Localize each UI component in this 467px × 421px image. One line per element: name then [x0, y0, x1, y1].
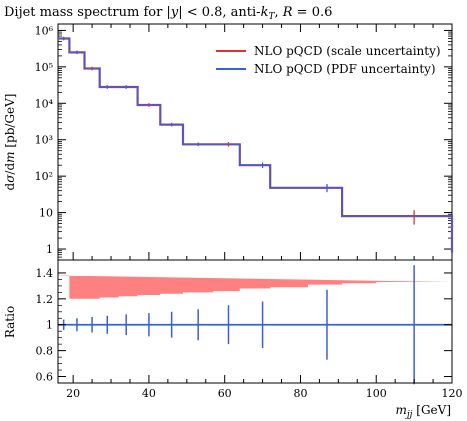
main-histogram — [58, 36, 454, 253]
y-tick-label: 10⁴ — [35, 97, 54, 110]
x-axis-label: mjj [GeV] — [395, 403, 451, 420]
ratio-y-axis-label: Ratio — [3, 306, 17, 338]
ratio-y-tick-label: 0.6 — [36, 371, 54, 384]
x-tick-label: 120 — [442, 387, 463, 400]
x-tick-label: 60 — [218, 387, 232, 400]
ratio-y-tick-label: 1 — [46, 319, 53, 332]
x-tick-label: 80 — [293, 387, 307, 400]
ratio-y-tick-label: 1.4 — [36, 267, 54, 280]
ratio-uncertainty-band — [58, 275, 452, 326]
y-tick-label: 10² — [35, 170, 53, 183]
ratio-panel-frame — [57, 259, 453, 384]
y-tick-label: 10⁶ — [35, 24, 54, 37]
ratio-points — [62, 265, 415, 385]
series-line-1 — [58, 37, 453, 253]
main-axis-ticks: 1 10 10² 10³ 10⁴ 10⁵ 10⁶ — [35, 24, 453, 261]
ratio-y-tick-label: 0.8 — [36, 345, 54, 358]
y-tick-label: 10⁵ — [35, 61, 53, 74]
x-tick-label: 40 — [142, 387, 156, 400]
y-tick-label: 1 — [46, 243, 53, 256]
chart-title: Dijet mass spectrum for |y| < 0.8, anti-… — [4, 5, 332, 22]
x-tick-label: 20 — [66, 387, 80, 400]
y-tick-label: 10 — [39, 207, 53, 220]
legend-label-scale: NLO pQCD (scale uncertainty) — [254, 44, 441, 58]
legend: NLO pQCD (scale uncertainty) NLO pQCD (P… — [216, 44, 441, 76]
main-panel-frame — [57, 23, 453, 261]
ratio-band-area — [58, 275, 452, 299]
legend-label-pdf: NLO pQCD (PDF uncertainty) — [254, 62, 436, 76]
x-tick-label: 100 — [366, 387, 387, 400]
main-y-axis-label: dσ/dm [pb/GeV] — [3, 94, 17, 191]
ratio-y-tick-label: 1.2 — [36, 293, 54, 306]
ratio-axis-ticks: 0.6 0.8 1 1.2 1.4 20 40 60 80 100 120 — [36, 267, 463, 400]
y-tick-label: 10³ — [35, 134, 53, 147]
